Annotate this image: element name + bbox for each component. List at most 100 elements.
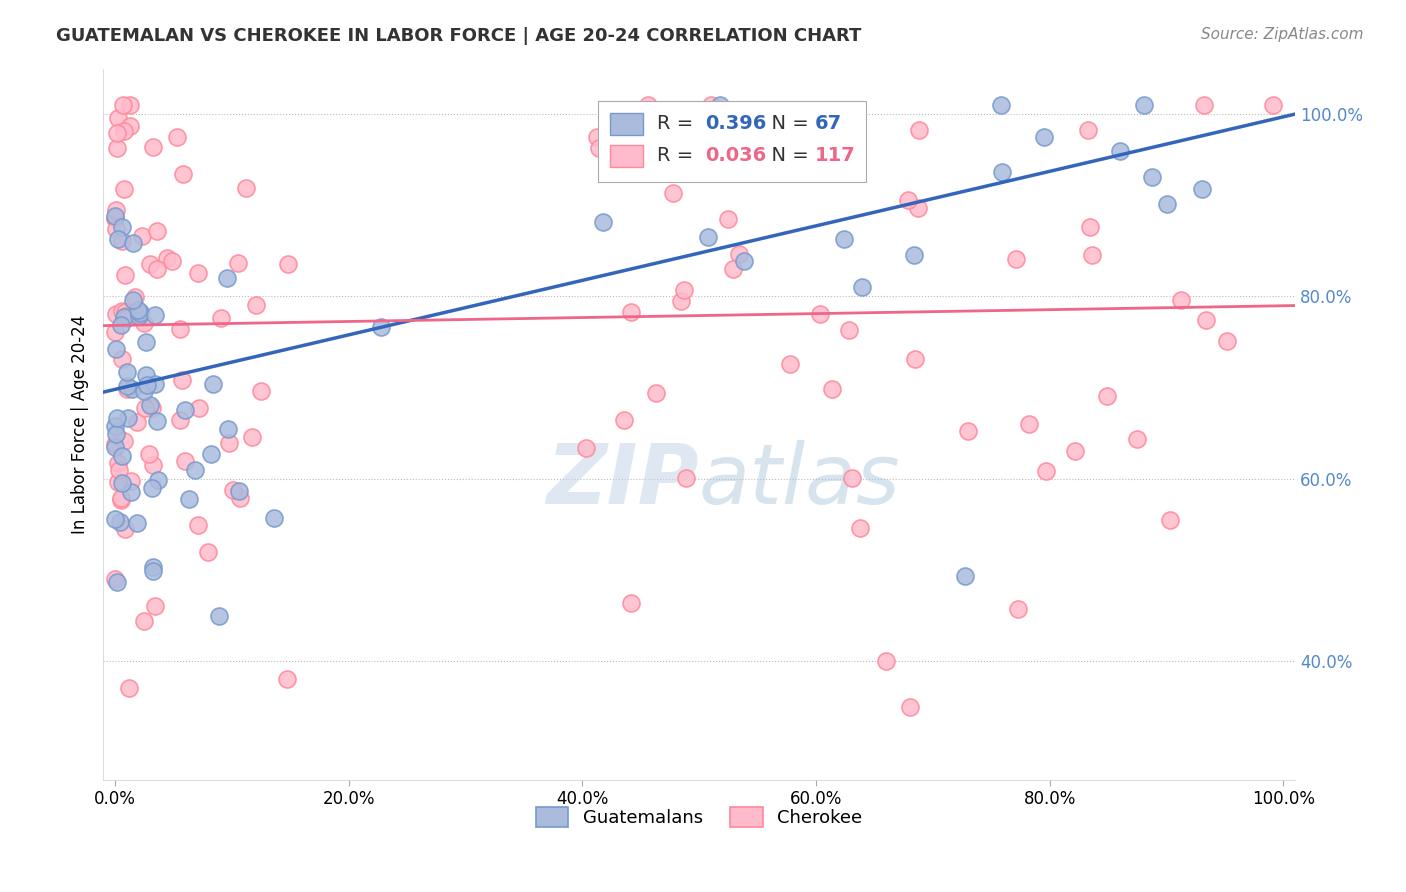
- FancyBboxPatch shape: [598, 101, 866, 182]
- Point: [131, 229, 153, 244]
- Point: [187, 401, 209, 415]
- Point: [122, 293, 145, 307]
- Text: GUATEMALAN VS CHEROKEE IN LABOR FORCE | AGE 20-24 CORRELATION CHART: GUATEMALAN VS CHEROKEE IN LABOR FORCE | …: [56, 27, 862, 45]
- Point: [1126, 433, 1149, 447]
- Point: [277, 257, 299, 271]
- Point: [110, 318, 132, 333]
- Point: [111, 449, 134, 463]
- Point: [222, 483, 245, 497]
- Point: [700, 98, 723, 112]
- Point: [105, 127, 128, 141]
- Point: [141, 401, 163, 415]
- Point: [138, 447, 160, 461]
- Point: [620, 596, 643, 610]
- Point: [169, 412, 191, 426]
- FancyBboxPatch shape: [610, 145, 643, 167]
- Point: [104, 343, 127, 357]
- Point: [217, 422, 239, 436]
- Point: [128, 310, 150, 324]
- Point: [953, 568, 976, 582]
- Point: [215, 270, 238, 285]
- Point: [129, 304, 152, 318]
- Point: [110, 491, 132, 505]
- Point: [623, 123, 645, 137]
- Point: [675, 471, 697, 485]
- Point: [1261, 98, 1284, 112]
- Point: [115, 365, 138, 379]
- Point: [644, 386, 666, 401]
- Text: 117: 117: [814, 146, 855, 166]
- Point: [114, 304, 136, 318]
- Point: [177, 492, 200, 507]
- Text: 0.396: 0.396: [704, 114, 766, 134]
- Point: [127, 302, 149, 317]
- Point: [696, 230, 718, 244]
- Point: [245, 298, 267, 312]
- Point: [263, 510, 285, 524]
- Point: [120, 474, 142, 488]
- Point: [142, 559, 165, 574]
- Point: [139, 256, 162, 270]
- Point: [121, 236, 143, 251]
- Point: [908, 123, 931, 137]
- Point: [838, 323, 860, 337]
- Point: [620, 304, 643, 318]
- Point: [117, 411, 139, 425]
- Point: [135, 335, 157, 350]
- Point: [669, 294, 692, 309]
- Point: [875, 654, 897, 668]
- Point: [112, 310, 135, 325]
- Point: [187, 266, 209, 280]
- Point: [104, 307, 127, 321]
- Point: [132, 316, 155, 330]
- Point: [104, 325, 127, 339]
- Point: [114, 434, 136, 448]
- Point: [183, 463, 205, 477]
- Point: [1194, 98, 1216, 112]
- Point: [145, 224, 167, 238]
- Point: [105, 410, 128, 425]
- Point: [592, 215, 614, 229]
- Point: [1133, 98, 1156, 112]
- Point: [832, 232, 855, 246]
- Point: [142, 139, 165, 153]
- Point: [808, 307, 831, 321]
- Point: [588, 141, 610, 155]
- Point: [125, 415, 148, 429]
- Point: [637, 98, 659, 112]
- Point: [124, 290, 146, 304]
- Point: [201, 376, 224, 391]
- Point: [111, 304, 134, 318]
- Point: [112, 182, 135, 196]
- Point: [728, 247, 751, 261]
- Point: [229, 491, 252, 505]
- Point: [142, 458, 165, 472]
- Point: [114, 268, 136, 283]
- Point: [208, 608, 231, 623]
- Point: [115, 382, 138, 396]
- Point: [717, 212, 740, 227]
- Point: [136, 378, 159, 392]
- Point: [370, 320, 392, 334]
- Point: [1191, 181, 1213, 195]
- Point: [228, 484, 250, 499]
- Text: 0.036: 0.036: [704, 146, 766, 166]
- Point: [172, 167, 194, 181]
- Point: [105, 574, 128, 589]
- Legend: Guatemalans, Cherokee: Guatemalans, Cherokee: [529, 799, 869, 835]
- Point: [1077, 123, 1099, 137]
- Point: [143, 376, 166, 391]
- Point: [1140, 170, 1163, 185]
- Point: [107, 232, 129, 246]
- Point: [1033, 130, 1056, 145]
- Point: [118, 681, 141, 696]
- Point: [673, 283, 696, 297]
- Point: [104, 209, 127, 223]
- Point: [120, 484, 142, 499]
- Point: [110, 220, 132, 235]
- Point: [108, 462, 131, 476]
- Point: [115, 310, 138, 325]
- Point: [121, 383, 143, 397]
- Point: [226, 256, 249, 270]
- Point: [1004, 252, 1026, 266]
